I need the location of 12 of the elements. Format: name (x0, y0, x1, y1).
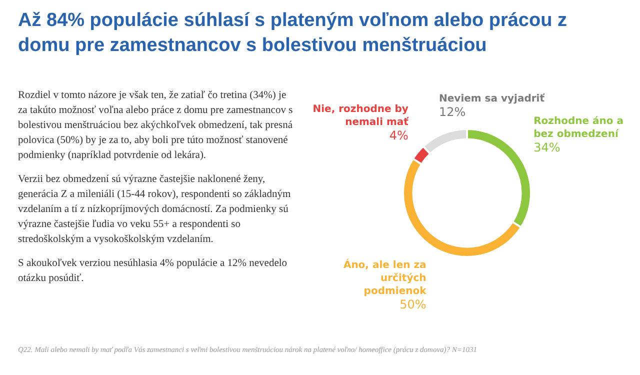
slice-label: Áno, ale len za určitých podmienok (343, 258, 427, 297)
slice-label: Neviem sa vyjadriť (439, 92, 546, 105)
chart-title: Až 84% populácie súhlasí s plateným voľnom alebo prácou z domu pre zamestnancov s bolestivou menštruáciou (18, 9, 568, 58)
text: S akoukoľvek verziou nesúhlasia 4% populácie a 12% nevedelo otázku posúdiť. (18, 257, 288, 286)
data-label: 12% (439, 105, 466, 120)
data-label: 50% (400, 297, 426, 312)
text: Verzii bez obmedzení sú výrazne častejšie naklonené ženy, generácia Z a mileniáli (15-44 rokov), respondenti so základným vzdelaním a tí z nízkopríjmových domácností. Za podmienky sú výrazne častejšie ľudia vo veku 55+ a respondenti so stredoškolským a vysokoškolským vzdelaním. (18, 173, 292, 247)
data-label: 4% (389, 128, 408, 143)
data-label: 34% (534, 140, 560, 155)
slice-label: Nie, rozhodne by nemali mať (312, 104, 410, 128)
slice-label: Rozhodne áno a bez obmedzení (534, 116, 624, 140)
text: Rozdiel v tomto názore je však ten, že zatiaľ čo tretina (34%) je za takúto možnosť voľna alebo práce z domu pre zamestnancov s bolestivou menštruáciou bez akýchkoľvek obmedzení, tak presná polovica (50%) by je za to, aby boli pre túto možnosť stanovené podmienky (napríklad potvrdenie od lekára). (18, 89, 294, 163)
